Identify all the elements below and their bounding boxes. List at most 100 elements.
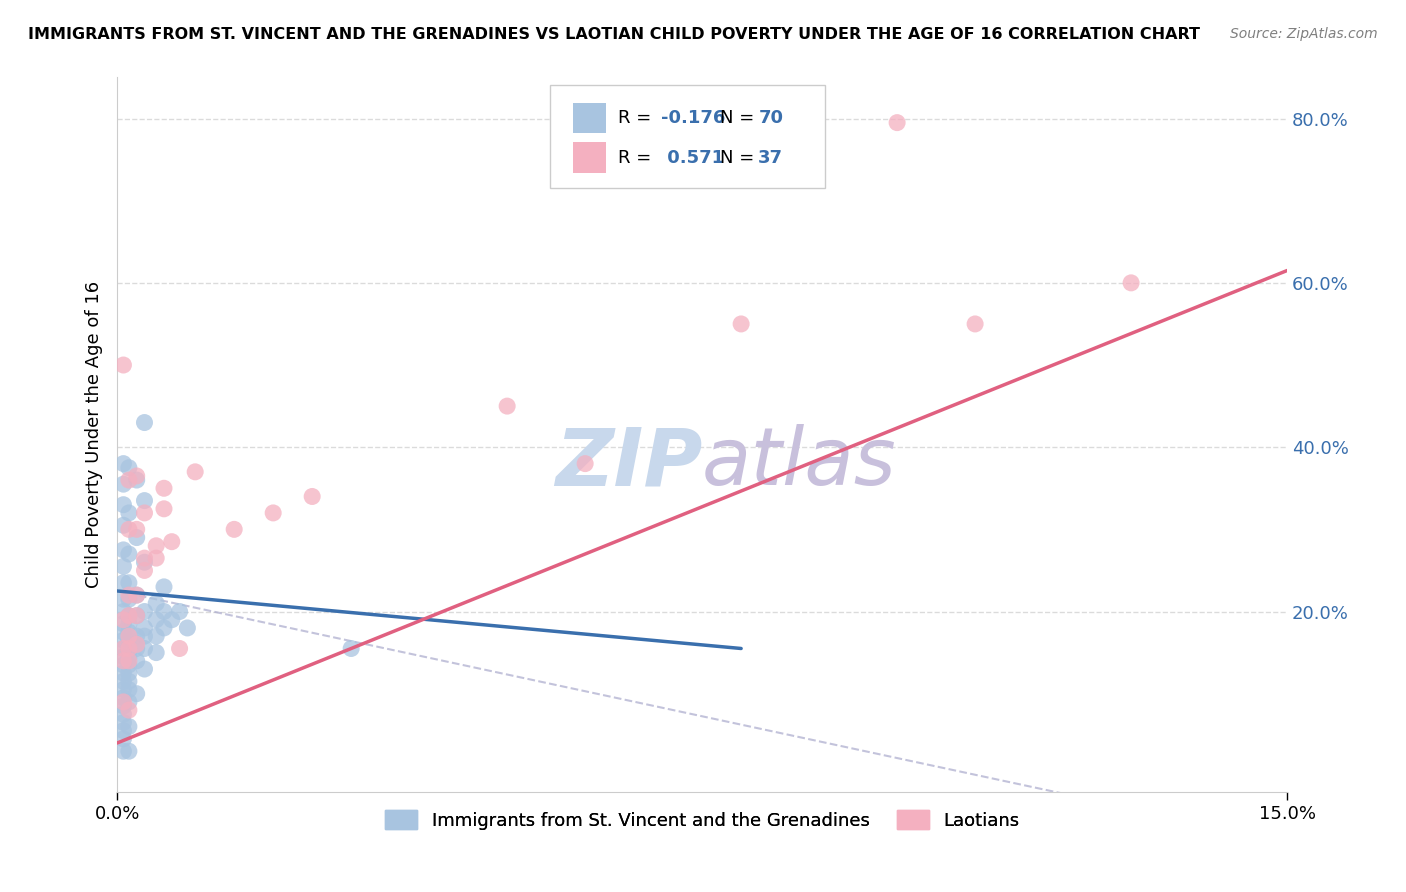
Point — [153, 501, 176, 516]
Point — [118, 608, 141, 623]
Point — [112, 559, 135, 574]
Point — [134, 605, 156, 619]
Point — [134, 493, 156, 508]
Point — [125, 531, 148, 545]
Point — [153, 605, 176, 619]
Point — [118, 666, 141, 681]
Point — [112, 641, 135, 656]
Point — [118, 695, 141, 709]
Point — [118, 575, 141, 590]
Point — [496, 399, 519, 413]
Text: R =: R = — [617, 148, 657, 167]
Point — [125, 641, 148, 656]
Point — [112, 731, 135, 746]
Point — [112, 616, 135, 631]
Point — [125, 588, 148, 602]
Point — [134, 551, 156, 566]
Point — [112, 575, 135, 590]
Point — [118, 460, 141, 475]
Text: atlas: atlas — [702, 425, 897, 502]
Point — [118, 608, 141, 623]
Point — [145, 646, 167, 660]
Point — [118, 674, 141, 689]
Point — [160, 534, 183, 549]
Point — [125, 608, 148, 623]
Point — [125, 469, 148, 483]
FancyBboxPatch shape — [550, 85, 825, 188]
Point — [134, 641, 156, 656]
Point — [160, 613, 183, 627]
Point — [118, 592, 141, 607]
Point — [134, 416, 156, 430]
Text: N =: N = — [720, 109, 759, 128]
Point — [112, 695, 135, 709]
Point — [112, 498, 135, 512]
Point — [153, 481, 176, 495]
FancyBboxPatch shape — [574, 143, 606, 172]
Point — [112, 674, 135, 689]
Point — [112, 690, 135, 705]
Text: 37: 37 — [758, 148, 783, 167]
Text: 0.571: 0.571 — [661, 148, 724, 167]
Point — [118, 657, 141, 672]
Point — [118, 547, 141, 561]
Point — [184, 465, 207, 479]
Point — [134, 621, 156, 635]
Point — [112, 715, 135, 730]
Point — [112, 625, 135, 640]
Point — [112, 649, 135, 664]
Point — [112, 657, 135, 672]
Point — [169, 641, 191, 656]
Point — [118, 744, 141, 758]
Point — [112, 592, 135, 607]
Point — [112, 666, 135, 681]
Point — [118, 625, 141, 640]
Point — [886, 115, 908, 129]
Point — [118, 633, 141, 648]
Point — [118, 703, 141, 717]
Point — [145, 551, 167, 566]
Point — [134, 555, 156, 569]
Point — [134, 662, 156, 676]
Point — [125, 654, 148, 668]
Point — [145, 629, 167, 643]
Point — [112, 457, 135, 471]
Point — [112, 477, 135, 491]
Point — [125, 588, 148, 602]
Point — [176, 621, 198, 635]
Point — [134, 564, 156, 578]
Text: ZIP: ZIP — [555, 425, 702, 502]
Point — [112, 707, 135, 722]
Point — [125, 473, 148, 487]
Point — [118, 641, 141, 656]
Point — [118, 588, 141, 602]
Point — [112, 744, 135, 758]
Point — [153, 580, 176, 594]
Point — [112, 613, 135, 627]
Point — [112, 542, 135, 557]
Point — [224, 522, 246, 536]
Point — [118, 506, 141, 520]
Point — [145, 613, 167, 627]
Point — [965, 317, 987, 331]
Point — [118, 522, 141, 536]
Point — [125, 637, 148, 651]
Point — [112, 698, 135, 713]
Text: -0.176: -0.176 — [661, 109, 725, 128]
Point — [118, 616, 141, 631]
Y-axis label: Child Poverty Under the Age of 16: Child Poverty Under the Age of 16 — [86, 281, 103, 589]
Point — [145, 596, 167, 610]
Point — [301, 490, 323, 504]
Point — [112, 723, 135, 738]
Point — [574, 457, 596, 471]
Point — [145, 539, 167, 553]
Point — [730, 317, 752, 331]
Point — [1119, 276, 1142, 290]
Point — [118, 682, 141, 697]
Point — [112, 518, 135, 533]
Point — [169, 605, 191, 619]
Point — [112, 682, 135, 697]
Point — [125, 522, 148, 536]
Text: IMMIGRANTS FROM ST. VINCENT AND THE GRENADINES VS LAOTIAN CHILD POVERTY UNDER TH: IMMIGRANTS FROM ST. VINCENT AND THE GREN… — [28, 27, 1201, 42]
Text: 70: 70 — [758, 109, 783, 128]
